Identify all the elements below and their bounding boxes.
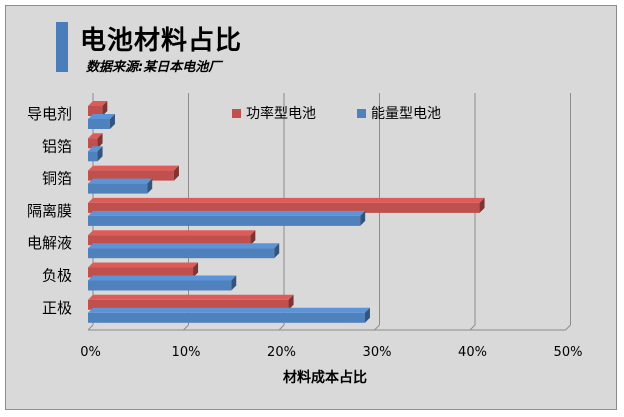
bar-top-face [88, 210, 366, 216]
bar-side-face [109, 114, 115, 129]
bar-top-face [88, 294, 294, 300]
bar-side-face [173, 165, 179, 181]
bar-top-face [88, 275, 237, 281]
bar [88, 202, 480, 213]
bar-top-face [88, 230, 256, 236]
bar [88, 119, 110, 129]
bar-side-face [250, 230, 256, 246]
bar-side-face [288, 294, 294, 310]
x-axis-title: 材料成本占比 [283, 369, 367, 386]
gridline-depth [87, 324, 94, 331]
legend-label: 能量型电池 [371, 106, 441, 122]
bar-side-face [364, 307, 370, 323]
bar [88, 267, 194, 278]
bar-side-face [360, 210, 366, 226]
y-category-label: 电解液 [27, 234, 72, 252]
bar [88, 215, 361, 226]
bar [88, 106, 103, 116]
y-category-label: 铜箔 [42, 170, 72, 188]
bar [88, 235, 251, 246]
bar-side-face [97, 146, 103, 162]
x-tick-label: 50% [554, 345, 583, 360]
x-tick-label: 40% [458, 345, 487, 360]
title-accent-bar [56, 22, 68, 72]
bar-side-face [231, 275, 237, 291]
chart-title: 电池材料占比 [80, 26, 243, 56]
legend-swatch [357, 109, 366, 118]
bar [88, 183, 148, 194]
y-category-label: 导电剂 [27, 105, 72, 123]
gridline-depth [469, 324, 476, 331]
bar-side-face [97, 133, 103, 149]
bar-top-face [88, 307, 370, 313]
bar [88, 138, 98, 149]
y-category-label: 正极 [42, 299, 72, 317]
bar [88, 312, 365, 323]
x-tick-label: 30% [363, 345, 392, 360]
legend-label: 功率型电池 [246, 105, 316, 122]
legend-swatch [232, 109, 241, 118]
bar [88, 151, 98, 162]
gridline-depth [183, 324, 189, 331]
bar [88, 248, 275, 259]
y-category-label: 隔离膜 [27, 202, 72, 220]
bar-top-face [88, 101, 108, 106]
y-category-label: 铝箔 [42, 137, 72, 155]
bar-side-face [274, 243, 280, 259]
chart-subtitle: 数据来源:某日本电池厂 [86, 60, 222, 75]
gridline-depth [278, 324, 285, 331]
x-tick-label: 0% [80, 345, 101, 360]
bar-top-face [88, 165, 179, 171]
x-tick-label: 10% [172, 345, 201, 360]
bar [88, 299, 289, 310]
bar-top-face [88, 243, 280, 249]
y-category-label: 负极 [42, 267, 72, 285]
bar [88, 280, 232, 291]
bar-side-face [479, 197, 485, 213]
bar-top-face [88, 146, 103, 152]
bar [88, 170, 174, 181]
bar-side-face [147, 178, 153, 194]
gridline-depth [565, 324, 571, 331]
bar-side-face [102, 101, 108, 116]
bar-side-face [193, 262, 199, 278]
bar-top-face [88, 133, 103, 139]
bar-top-face [88, 178, 153, 184]
bar-top-face [88, 262, 199, 268]
gridline-depth [374, 324, 380, 331]
x-tick-label: 20% [267, 345, 296, 360]
bar-top-face [88, 114, 115, 119]
bar-top-face [88, 197, 485, 203]
